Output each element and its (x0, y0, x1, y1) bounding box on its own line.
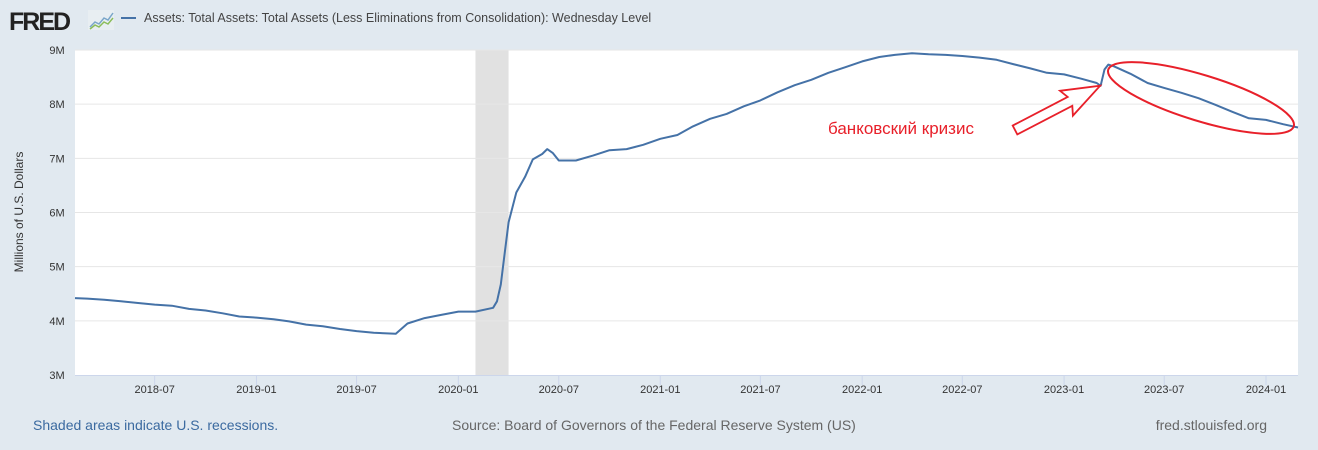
series-title: Assets: Total Assets: Total Assets (Less… (144, 11, 652, 25)
x-tick-label: 2018-07 (134, 384, 174, 396)
x-tick-label: 2024-01 (1246, 384, 1286, 396)
y-tick-label: 9M (49, 45, 64, 57)
x-tick-label: 2021-07 (740, 384, 780, 396)
source-text: Source: Board of Governors of the Federa… (452, 417, 856, 433)
recession-note-link[interactable]: Shaded areas indicate U.S. recessions. (33, 417, 279, 433)
x-tick-label: 2021-01 (640, 384, 680, 396)
x-tick-label: 2019-07 (336, 384, 376, 396)
annotation-arrow (1011, 84, 1103, 136)
series-line[interactable] (74, 52, 1299, 335)
y-tick-label: 4M (49, 316, 64, 328)
x-tick-label: 2020-07 (539, 384, 579, 396)
fred-graph-icon (88, 10, 114, 30)
y-tick-label: 6M (49, 208, 64, 220)
annotation-text: банковский кризис (828, 119, 974, 138)
y-axis-label: Millions of U.S. Dollars (12, 152, 26, 273)
logo-text: FRED (9, 8, 71, 36)
y-tick-label: 5M (49, 262, 64, 274)
site-link[interactable]: fred.stlouisfed.org (1155, 417, 1267, 433)
legend-swatch (121, 17, 136, 19)
x-tick-label: 2023-07 (1144, 384, 1184, 396)
y-tick-label: 3M (49, 370, 64, 382)
x-tick-label: 2019-01 (236, 384, 276, 396)
annotation-ellipse (1106, 61, 1296, 135)
x-tick-label: 2022-01 (842, 384, 882, 396)
y-tick-label: 8M (49, 99, 64, 111)
y-tick-label: 7M (49, 153, 64, 165)
fred-logo[interactable]: FRED (9, 8, 71, 37)
x-tick-label: 2020-01 (438, 384, 478, 396)
chart-legend: Assets: Total Assets: Total Assets (Less… (121, 11, 651, 25)
x-tick-label: 2023-01 (1044, 384, 1084, 396)
x-tick-label: 2022-07 (942, 384, 982, 396)
